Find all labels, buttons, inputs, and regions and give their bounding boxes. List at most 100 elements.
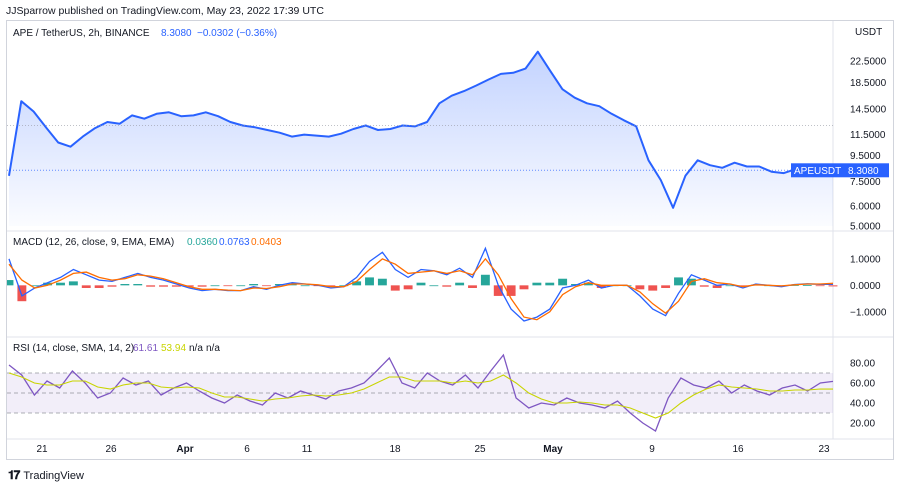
last-symbol-badge	[791, 163, 843, 178]
macd-histogram-bar	[828, 285, 838, 287]
price-legend-change: −0.0302 (−0.36%)	[197, 28, 277, 39]
macd-histogram-bar	[352, 281, 362, 286]
macd-legend-macd: 0.0360	[187, 237, 218, 248]
macd-tick-label: −1.0000	[850, 307, 887, 318]
macd-histogram-bar	[365, 277, 374, 286]
tradingview-logo-icon: 𝟏𝟕	[8, 468, 20, 482]
price-tick-label: 18.5000	[850, 78, 887, 89]
macd-histogram-bar	[648, 285, 658, 291]
time-tick-label: 6	[244, 444, 250, 455]
macd-histogram-bar	[519, 285, 529, 290]
price-tick-label: 6.0000	[850, 201, 881, 212]
macd-histogram-bar	[197, 285, 207, 287]
macd-histogram-bar	[326, 285, 336, 287]
macd-histogram-bar	[493, 285, 503, 296]
macd-histogram-bar	[699, 285, 709, 287]
price-legend-symbol: APE / TetherUS, 2h, BINANCE	[13, 28, 150, 39]
rsi-tick-label: 20.00	[850, 419, 875, 430]
macd-histogram-bar	[210, 285, 220, 287]
chart-frame[interactable]: 22.5000 18.5000 14.5000 11.5000 9.5000 7.5000…	[6, 20, 894, 460]
macd-histogram-bar	[262, 285, 271, 287]
macd-tick-label: 1.0000	[850, 254, 881, 265]
chart-canvas[interactable]: 22.5000 18.5000 14.5000 11.5000 9.5000 7.5000…	[7, 21, 893, 459]
rsi-legend-na1: n/a	[189, 343, 203, 354]
macd-histogram-bar	[815, 285, 825, 287]
price-pane[interactable]	[7, 50, 834, 227]
macd-histogram-bar	[635, 285, 645, 290]
publisher-line: JJSparrow published on TradingView.com, …	[6, 5, 324, 17]
macd-histogram-bar	[43, 282, 53, 286]
price-area-fill	[9, 51, 833, 227]
axes: 22.5000 18.5000 14.5000 11.5000 9.5000 7.5000…	[36, 57, 889, 455]
macd-histogram-bar	[56, 282, 65, 286]
currency-label: USDT	[855, 27, 882, 38]
macd-histogram-bar	[120, 284, 130, 286]
rsi-legend-na2: n/a	[206, 343, 220, 354]
macd-histogram-bar	[223, 285, 233, 287]
macd-histogram-bar	[17, 285, 27, 302]
rsi-ma-line	[8, 372, 834, 419]
macd-histogram-bar	[287, 284, 297, 286]
macd-histogram-bar	[583, 282, 593, 286]
time-tick-label: Apr	[176, 444, 193, 455]
time-tick-label: May	[543, 444, 563, 455]
brand-label: TradingView	[23, 469, 84, 482]
macd-histogram-bar	[789, 285, 799, 286]
macd-histogram-bar	[7, 280, 14, 286]
macd-histogram-bar	[674, 277, 683, 286]
macd-histogram-bar	[455, 282, 465, 286]
macd-histogram-bar	[725, 285, 735, 287]
macd-histogram-bar	[94, 285, 104, 288]
time-tick-label: 26	[105, 444, 117, 455]
macd-legend-label: MACD (12, 26, close, 9, EMA, EMA)	[13, 237, 174, 248]
time-tick-label: 11	[302, 444, 313, 455]
rsi-legend-label: RSI (14, close, SMA, 14, 2)	[13, 343, 134, 354]
time-tick-label: 16	[732, 444, 744, 455]
macd-histogram-bar	[429, 285, 439, 287]
macd-histogram-bar	[390, 285, 400, 291]
rsi-tick-label: 60.00	[850, 379, 875, 390]
price-tick-label: 11.5000	[850, 130, 886, 141]
grid-lines	[7, 21, 893, 440]
macd-signal-line	[8, 257, 834, 321]
macd-legend-signal: 0.0763	[219, 237, 250, 248]
rsi-tick-label: 80.00	[850, 359, 875, 370]
macd-histogram-bar	[506, 285, 516, 296]
macd-histogram-bar	[30, 285, 40, 287]
macd-histogram-bar	[236, 285, 246, 287]
price-tick-label: 5.0000	[850, 222, 881, 233]
macd-histogram-bar	[339, 285, 349, 287]
macd-histogram-bar	[81, 285, 91, 288]
tradingview-logo[interactable]: 𝟏𝟕 TradingView	[8, 468, 84, 483]
time-tick-label: 21	[36, 444, 48, 455]
macd-histogram-bar	[107, 285, 117, 287]
time-tick-label: 25	[474, 444, 486, 455]
macd-histogram-bar	[159, 285, 168, 287]
macd-histogram-bar	[532, 282, 542, 286]
macd-histogram-bar	[442, 285, 452, 287]
macd-pane[interactable]	[7, 246, 838, 322]
macd-histogram-bar	[558, 278, 568, 286]
rsi-tick-label: 40.00	[850, 399, 875, 410]
macd-histogram-bar	[403, 285, 413, 290]
macd-histogram-bar	[661, 285, 671, 288]
macd-histogram-bar	[300, 285, 310, 287]
macd-histogram-bar	[171, 285, 181, 287]
macd-histogram-bar	[480, 274, 490, 286]
macd-histogram-bar	[738, 285, 748, 287]
time-tick-label: 9	[649, 444, 655, 455]
macd-histogram-bar	[468, 285, 477, 288]
macd-legend-hist: 0.0403	[251, 237, 282, 248]
macd-histogram-bar	[377, 278, 387, 286]
rsi-legend-ma: 53.94	[161, 343, 186, 354]
macd-histogram-bar	[184, 285, 194, 287]
macd-histogram-bar	[416, 282, 426, 286]
price-tick-label: 14.5000	[850, 105, 887, 116]
time-tick-label: 18	[389, 444, 401, 455]
rsi-legend-value: 61.61	[133, 343, 158, 354]
macd-histogram-bar	[68, 281, 78, 286]
price-legend-last: 8.3080	[161, 28, 192, 39]
last-symbol-label: APEUSDT	[794, 166, 841, 177]
rsi-pane[interactable]	[7, 353, 834, 432]
macd-histogram-bar	[133, 284, 143, 286]
